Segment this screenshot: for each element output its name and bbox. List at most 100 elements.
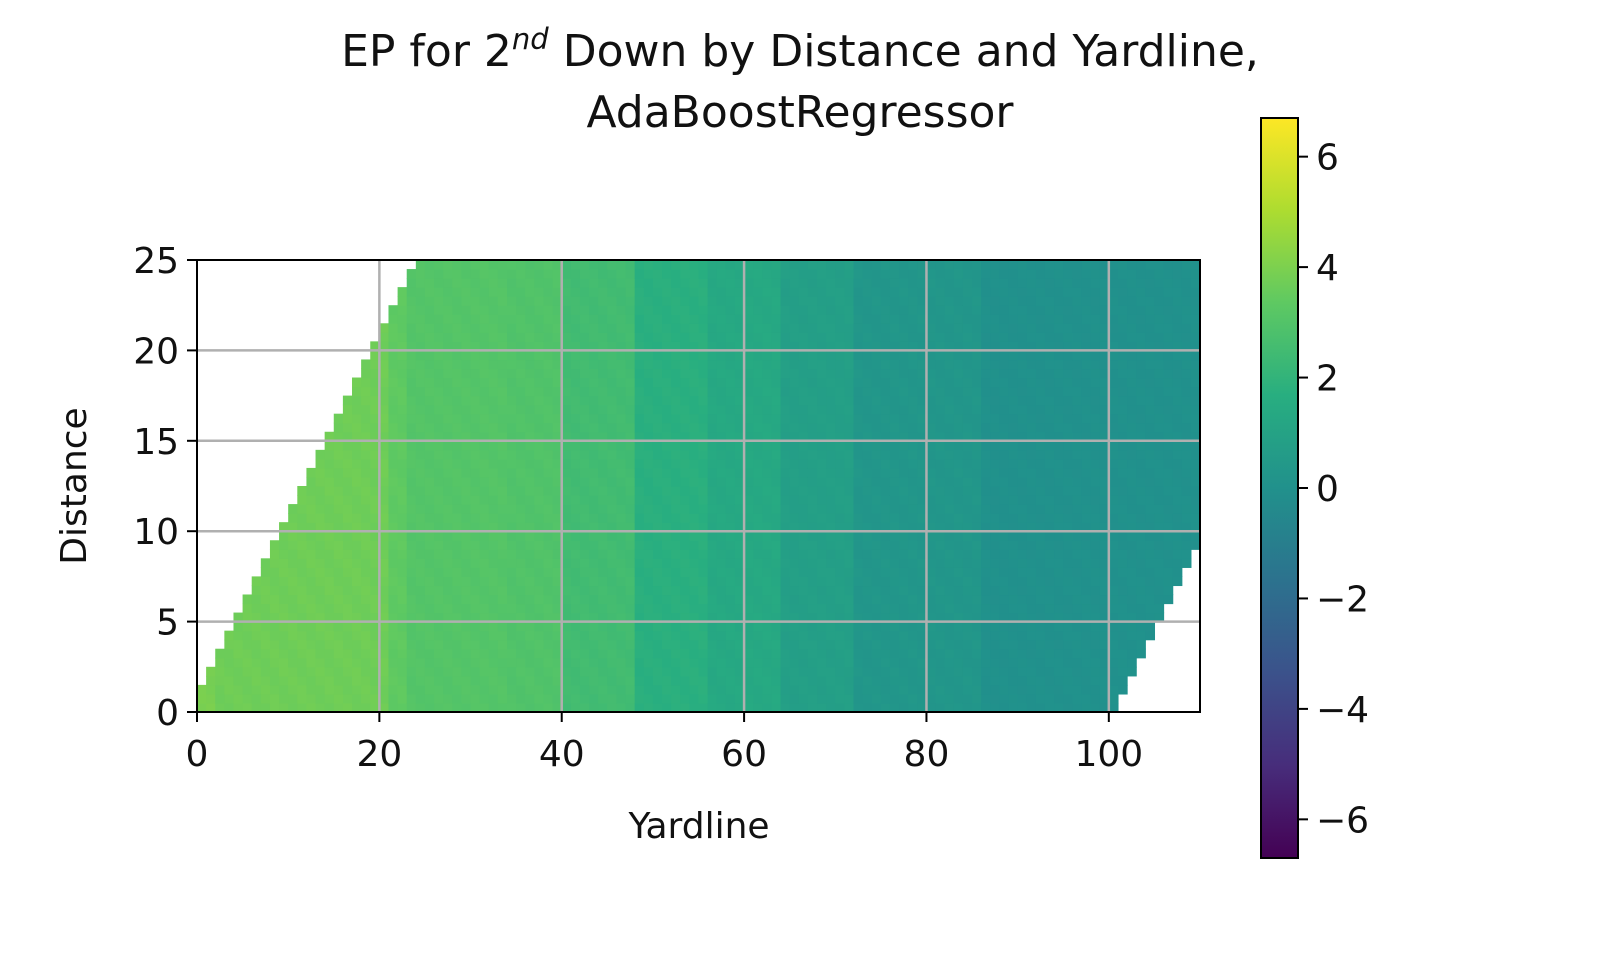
heatmap-cell — [835, 323, 845, 333]
heatmap-cell — [698, 693, 709, 704]
heatmap-cell — [926, 359, 937, 370]
heatmap-cell — [1136, 278, 1146, 288]
heatmap-cell — [780, 513, 791, 523]
heatmap-cell — [962, 522, 973, 532]
heatmap-cell — [1117, 504, 1128, 514]
heatmap-cell — [424, 422, 435, 433]
heatmap-cell — [1172, 413, 1183, 424]
heatmap-cell — [1063, 458, 1073, 469]
heatmap-cell — [342, 576, 353, 587]
heatmap-cell — [488, 513, 499, 523]
heatmap-cell — [826, 603, 836, 614]
heatmap-cell — [379, 341, 390, 351]
heatmap-cell — [935, 612, 946, 623]
heatmap-cell — [1072, 350, 1083, 361]
heatmap-cell — [1090, 513, 1101, 523]
heatmap-cell — [680, 522, 690, 532]
heatmap-cell — [552, 476, 563, 487]
heatmap-cell — [1154, 504, 1165, 514]
heatmap-cell — [1008, 395, 1019, 406]
heatmap-cell — [671, 386, 681, 397]
heatmap-cell — [333, 567, 344, 577]
heatmap-cell — [972, 341, 982, 351]
heatmap-cell — [461, 576, 472, 587]
heatmap-cell — [434, 495, 444, 505]
heatmap-cell — [397, 576, 408, 587]
heatmap-cell — [242, 702, 253, 712]
heatmap-cell — [1054, 350, 1064, 361]
heatmap-cell — [1008, 404, 1019, 415]
heatmap-cell — [762, 368, 773, 379]
heatmap-cell — [1136, 296, 1146, 306]
heatmap-cell — [689, 693, 700, 704]
heatmap-cell — [1026, 495, 1037, 505]
heatmap-cell — [953, 449, 964, 460]
heatmap-cell — [233, 648, 244, 659]
heatmap-cell — [844, 522, 855, 532]
heatmap-cell — [288, 576, 298, 587]
heatmap-cell — [807, 558, 818, 568]
heatmap-cell — [1108, 576, 1119, 587]
heatmap-cell — [470, 531, 481, 541]
heatmap-cell — [1044, 621, 1055, 632]
heatmap-cell — [662, 567, 672, 577]
heatmap-cell — [926, 377, 937, 388]
heatmap-cell — [917, 594, 928, 605]
heatmap-cell — [1035, 332, 1046, 342]
heatmap-cell — [1017, 540, 1028, 550]
heatmap-cell — [826, 495, 836, 505]
heatmap-cell — [224, 675, 235, 686]
heatmap-cell — [908, 630, 918, 641]
heatmap-cell — [835, 657, 845, 668]
heatmap-cell — [598, 449, 608, 460]
heatmap-cell — [944, 504, 955, 514]
heatmap-cell — [999, 458, 1010, 469]
heatmap-cell — [461, 431, 472, 442]
heatmap-cell — [753, 449, 763, 460]
heatmap-cell — [817, 549, 827, 559]
heatmap-cell — [424, 594, 435, 605]
heatmap-cell — [789, 486, 800, 496]
heatmap-cell — [826, 278, 836, 288]
heatmap-cell — [1035, 440, 1046, 451]
heatmap-cell — [1090, 377, 1101, 388]
heatmap-cell — [497, 486, 508, 496]
heatmap-cell — [744, 368, 754, 379]
heatmap-cell — [935, 314, 946, 324]
heatmap-cell — [716, 458, 727, 469]
heatmap-cell — [853, 540, 864, 550]
heatmap-cell — [844, 449, 855, 460]
heatmap-cell — [379, 585, 390, 596]
heatmap-cell — [935, 702, 946, 712]
heatmap-cell — [434, 467, 444, 478]
heatmap-cell — [507, 404, 517, 415]
heatmap-cell — [771, 666, 782, 677]
heatmap-cell — [662, 350, 672, 361]
heatmap-cell — [953, 260, 964, 270]
heatmap-cell — [899, 513, 909, 523]
heatmap-cell — [534, 513, 545, 523]
heatmap-cell — [197, 684, 207, 695]
heatmap-cell — [807, 657, 818, 668]
heatmap-cell — [953, 296, 964, 306]
x-tick-label: 20 — [356, 734, 402, 775]
heatmap-cell — [479, 467, 490, 478]
heatmap-cell — [452, 314, 463, 324]
heatmap-cell — [944, 576, 955, 587]
heatmap-cell — [233, 612, 244, 623]
heatmap-cell — [616, 314, 627, 324]
heatmap-cell — [1017, 305, 1028, 315]
heatmap-cell — [780, 612, 791, 623]
heatmap-cell — [497, 495, 508, 505]
heatmap-cell — [1181, 531, 1192, 541]
heatmap-cell — [361, 612, 371, 623]
heatmap-cell — [1008, 684, 1019, 695]
heatmap-cell — [780, 269, 791, 279]
heatmap-cell — [698, 458, 709, 469]
heatmap-cell — [1063, 684, 1073, 695]
heatmap-cell — [260, 702, 271, 712]
heatmap-cell — [589, 504, 599, 514]
heatmap-cell — [1154, 395, 1165, 406]
heatmap-cell — [1035, 449, 1046, 460]
heatmap-cell — [1081, 269, 1092, 279]
